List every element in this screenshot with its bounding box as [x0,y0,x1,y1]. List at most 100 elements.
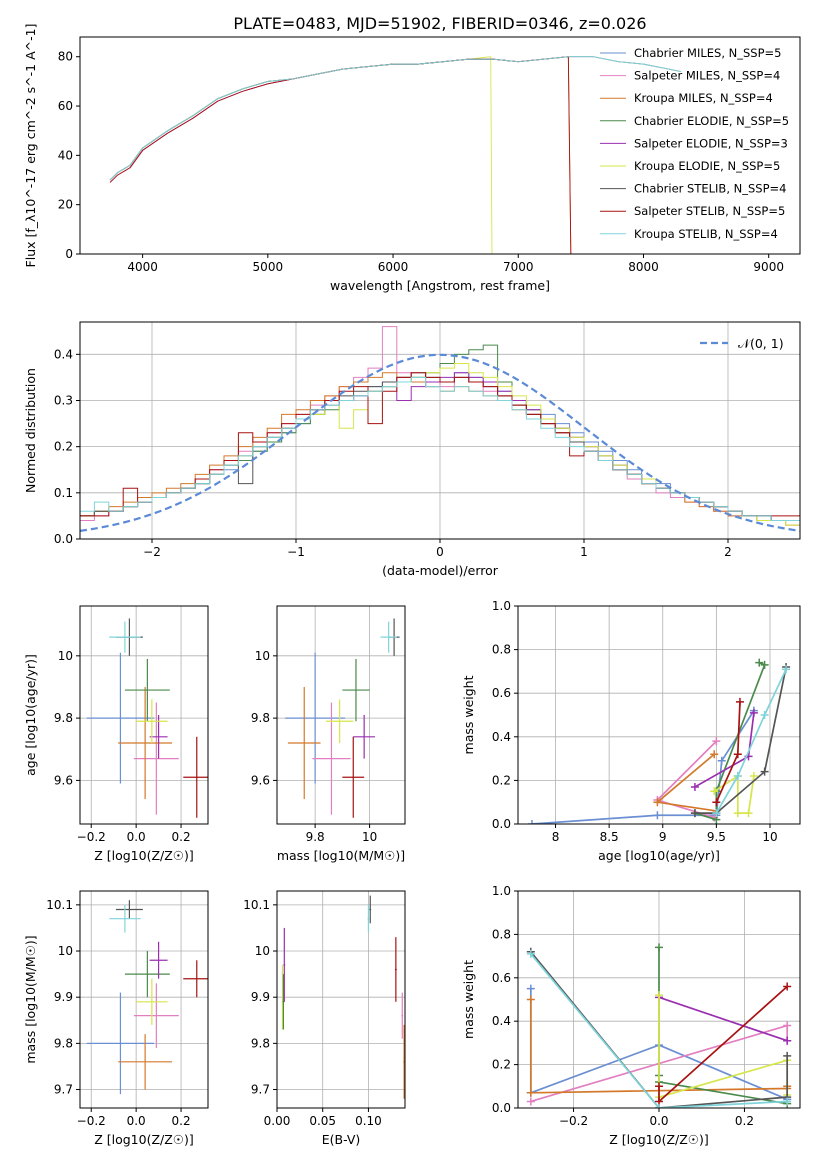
errorbar-point [136,699,168,744]
x-tick-label: −2 [143,545,161,559]
plus-marker [783,1036,792,1045]
errorbar-point [183,960,208,998]
spectrum-line [129,56,493,254]
y-tick-label: 10 [58,649,73,663]
plus-marker [690,809,699,818]
x-tick-label: 10 [362,830,377,844]
legend-label: Chabrier ELODIE, N_SSP=5 [634,114,789,128]
y-tick-label: 0.4 [492,1014,511,1028]
x-tick-label: 9 [659,830,667,844]
legend-label: Kroupa ELODIE, N_SSP=5 [634,159,780,173]
x-tick-label: 9000 [753,260,784,274]
plus-marker [744,809,753,818]
y-tick-label: 9.9 [54,990,73,1004]
plus-marker [733,750,742,759]
errorbar-point [369,895,372,924]
axes-frame [517,605,801,825]
y-tick-label: 0.2 [492,1058,511,1072]
plus-marker [783,1097,792,1106]
y-tick-label: 9.8 [251,711,270,725]
y-tick-label: 1.0 [492,599,511,613]
axes-frame [276,605,406,825]
y-tick-label: 9.7 [54,1083,73,1097]
axes-frame [276,890,406,1109]
x-tick-label: 0.2 [172,1114,191,1128]
x-tick-label: 8000 [628,260,659,274]
x-tick-label: 0 [436,545,444,559]
y-tick-label: 0.2 [492,773,511,787]
x-tick-label: 0.2 [735,1114,754,1128]
errorbar-point [109,904,141,933]
massweight-line [715,668,787,814]
legend: Chabrier MILES, N_SSP=5 Salpeter MILES, N… [600,46,789,241]
y-tick-label: 0.1 [54,486,73,500]
errorbar-point [86,992,155,1095]
errorbar-point [118,1034,173,1090]
plus-marker [712,798,721,807]
histogram-step [80,376,800,539]
plus-marker [710,787,719,796]
plus-marker [749,772,758,781]
errorbar-point [86,652,155,784]
y-tick-label: 0.3 [54,393,73,407]
x-tick-label: 0.0 [127,1114,146,1128]
plot-area-mass_vs_Z [86,900,208,1095]
legend-label: Chabrier STELIB, N_SSP=4 [634,182,786,196]
legend-label: Salpeter MILES, N_SSP=4 [634,69,780,83]
y-tick-label: 9.6 [251,773,270,787]
massweight-line [694,661,766,821]
errorbar-point [401,992,404,1039]
y-tick-label: 60 [58,99,73,113]
errorbar-point [342,658,370,722]
y-tick-label: 9.8 [54,711,73,725]
y-tick-label: 80 [58,50,73,64]
errorbar-point [136,978,168,1025]
plus-marker [760,660,769,669]
errorbar-point [342,736,365,818]
massweight-line [658,947,788,1105]
errorbar-point [353,715,376,759]
plus-marker [526,995,535,1004]
y-tick-label: 10 [255,649,270,663]
plus-marker [783,1051,792,1060]
x-axis-label: Z [log10(Z/Z☉)] [94,848,194,863]
y-tick-label: 40 [58,148,73,162]
panel-age_vs_Z: −0.2 0.0 0.2 9.6 9.8 10 Z [log10(Z/Z☉)] age [lo… [23,605,209,863]
plus-marker [655,943,663,952]
y-tick-label: 9.9 [251,990,270,1004]
errorbar-point [109,621,141,653]
x-tick-label: −0.2 [77,1114,106,1128]
errorbar-point [380,621,397,653]
plus-marker [783,982,792,991]
panels: 4000 5000 6000 7000 8000 9000020406080wavelen… [23,24,801,1147]
y-axis-label: age [log10(age/yr)] [23,654,38,776]
y-tick-label: 0.8 [492,927,511,941]
y-axis-label: mass weight [461,960,476,1039]
legend: 𝒩(0, 1) [700,336,784,351]
x-tick-label: 0.2 [172,830,191,844]
x-tick-label: 0.05 [309,1114,336,1128]
errorbar-point [133,983,179,1048]
y-tick-label: 9.7 [251,1083,270,1097]
y-tick-label: 0.4 [54,347,73,361]
x-tick-label: 6000 [378,260,409,274]
y-tick-label: 0.4 [492,730,511,744]
spectrum-line [109,56,572,254]
x-tick-label: −0.2 [77,830,106,844]
errorbar-point [124,951,170,998]
panel-massweight_vs_Z: −0.2 0.0 0.2 0.0 0.2 0.4 0.6 0.8 1.0 Z [log10(Z/Z… [461,884,801,1147]
errorbar-point [283,927,286,1002]
y-axis-label: Flux [f_λ10^-17 erg cm^-2 s^-1 A^-1] [23,24,38,268]
x-tick-label: 10 [762,830,777,844]
y-tick-label: 9.6 [54,773,73,787]
x-axis-label: (data-model)/error [382,563,499,578]
plot-area-massweight_vs_Z [526,943,792,1108]
plus-marker [782,665,791,674]
massweight-line [694,666,787,814]
plus-marker [783,1021,792,1030]
plus-marker [749,708,758,717]
spectrum-line [109,56,682,181]
x-axis-label: Z [log10(Z/Z☉)] [609,1132,709,1147]
x-tick-label: 5000 [253,260,284,274]
